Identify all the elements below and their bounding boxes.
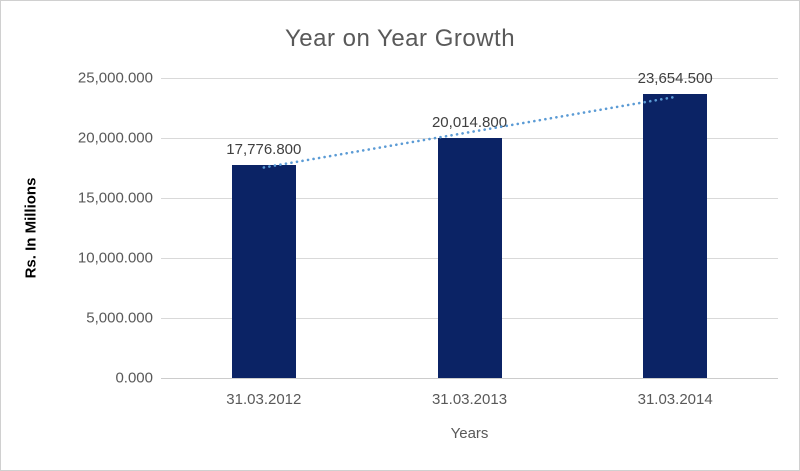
x-tick-label: 31.03.2014 (637, 391, 713, 408)
y-tick-label: 10,000.000 (77, 249, 153, 267)
y-tick-label: 15,000.000 (77, 189, 153, 207)
y-axis-title: Rs. In Millions (22, 177, 40, 279)
data-label: 23,654.500 (637, 70, 713, 88)
x-tick-label: 31.03.2013 (431, 391, 508, 408)
y-tick-label: 25,000.000 (77, 69, 153, 87)
y-tick-label: 5,000.000 (86, 309, 153, 327)
data-label: 17,776.800 (226, 140, 302, 158)
gridline (161, 78, 778, 79)
y-tick-label: 0.000 (115, 369, 153, 387)
x-axis-line (161, 378, 778, 379)
y-tick-label: 20,000.000 (77, 129, 153, 147)
x-tick-label: 31.03.2012 (226, 391, 302, 408)
bar (231, 164, 296, 378)
bar (643, 94, 708, 378)
x-axis-title: Years (450, 425, 489, 442)
bar (437, 137, 502, 378)
data-label: 20,014.800 (431, 113, 508, 131)
chart-title: Year on Year Growth (284, 25, 516, 52)
